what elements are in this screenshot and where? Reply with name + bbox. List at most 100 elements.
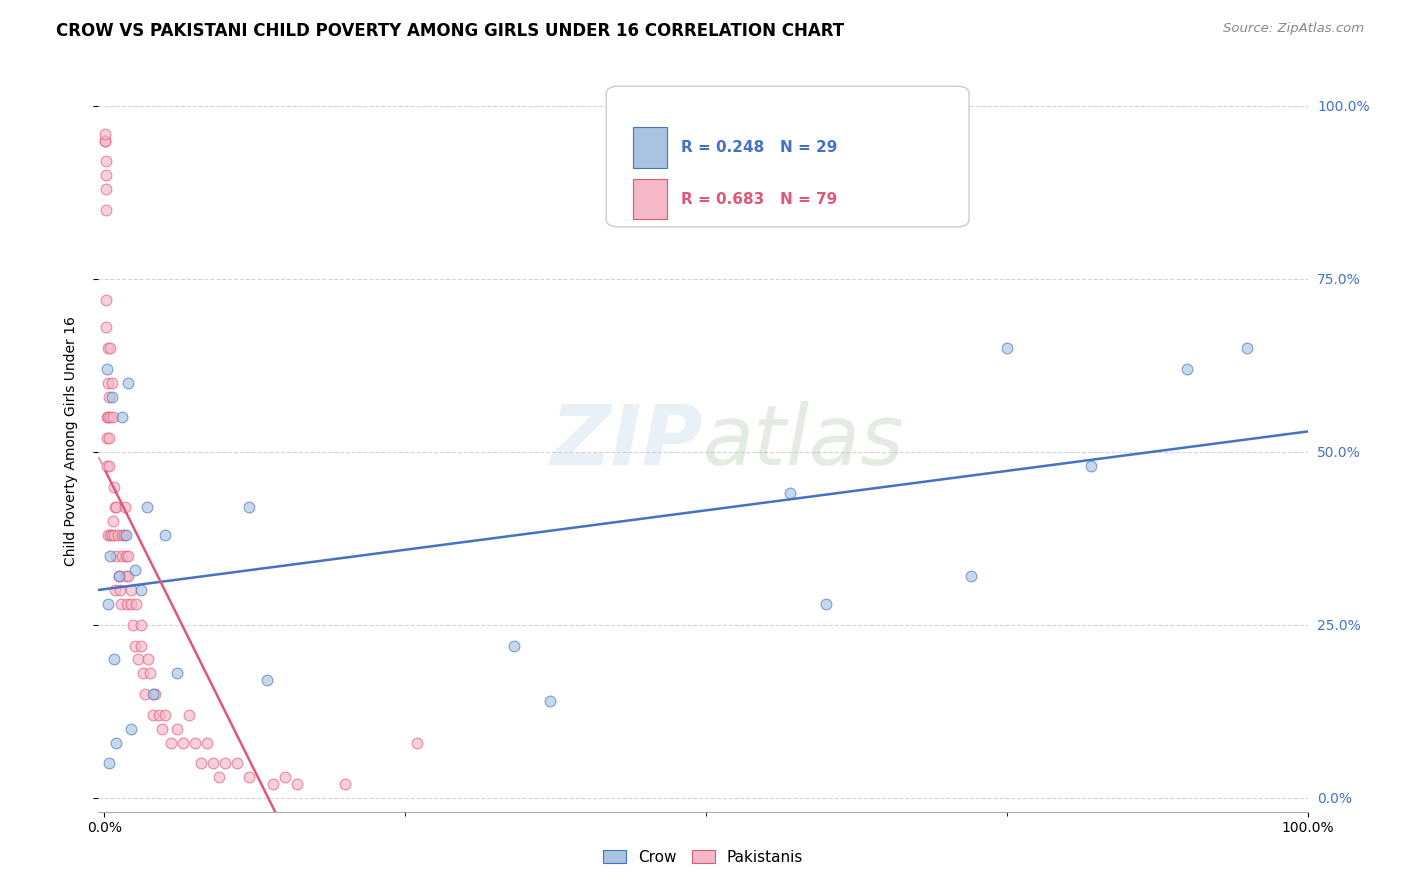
Point (150, 722, 173, 736)
Point (139, 666, 162, 681)
Point (94, 134, 117, 148)
Point (105, 500, 128, 515)
Point (94, 168, 117, 182)
Point (995, 341, 1018, 355)
Point (262, 777, 284, 791)
Point (115, 549, 138, 563)
Point (97, 597, 120, 611)
Point (94, 134, 117, 148)
Point (166, 666, 188, 681)
Point (201, 756, 224, 771)
Point (94, 154, 117, 169)
Point (129, 618, 152, 632)
Point (177, 707, 200, 722)
Point (98, 431, 121, 445)
Point (256, 673, 278, 688)
Point (105, 735, 128, 749)
Point (959, 569, 981, 583)
Point (117, 549, 139, 563)
Point (166, 722, 188, 736)
Point (100, 390, 122, 404)
Point (100, 376, 122, 390)
Point (100, 528, 122, 542)
Point (125, 597, 148, 611)
Point (103, 479, 125, 493)
Point (94, 182, 117, 196)
Text: R = 0.683   N = 79: R = 0.683 N = 79 (682, 192, 838, 207)
FancyBboxPatch shape (633, 127, 666, 168)
Y-axis label: Child Poverty Among Girls Under 16: Child Poverty Among Girls Under 16 (63, 317, 77, 566)
Point (96, 362, 118, 376)
Point (100, 549, 122, 563)
Point (132, 666, 155, 681)
Point (134, 687, 156, 701)
Point (111, 528, 134, 542)
Point (108, 569, 131, 583)
Point (111, 549, 134, 563)
Point (107, 528, 129, 542)
Point (98, 390, 121, 404)
Point (143, 687, 166, 701)
Point (120, 583, 142, 598)
Point (94, 127, 117, 141)
Text: CROW VS PAKISTANI CHILD POVERTY AMONG GIRLS UNDER 16 CORRELATION CHART: CROW VS PAKISTANI CHILD POVERTY AMONG GI… (56, 22, 845, 40)
Point (225, 756, 247, 771)
Point (135, 500, 157, 515)
Point (190, 756, 212, 771)
Point (117, 376, 139, 390)
Point (406, 735, 429, 749)
FancyBboxPatch shape (633, 178, 666, 219)
Point (97, 341, 120, 355)
Point (103, 528, 125, 542)
Point (153, 528, 176, 542)
Text: ZIP: ZIP (550, 401, 703, 482)
Point (127, 652, 149, 666)
Point (108, 569, 131, 583)
Text: Source: ZipAtlas.com: Source: ZipAtlas.com (1223, 22, 1364, 36)
Point (1236, 341, 1258, 355)
Point (779, 486, 801, 500)
Point (1080, 458, 1102, 473)
Point (104, 500, 127, 515)
Point (124, 639, 146, 653)
Point (111, 410, 134, 425)
Point (136, 652, 159, 666)
Point (96, 458, 118, 473)
Point (100, 528, 122, 542)
Point (214, 756, 236, 771)
Point (114, 500, 136, 515)
Point (97, 410, 120, 425)
Point (1175, 362, 1198, 376)
Legend: Crow, Pakistanis: Crow, Pakistanis (596, 844, 810, 871)
Point (96, 320, 118, 334)
Point (112, 528, 135, 542)
Point (104, 583, 127, 598)
Text: R = 0.248   N = 29: R = 0.248 N = 29 (682, 140, 838, 154)
FancyBboxPatch shape (606, 87, 969, 227)
Point (159, 735, 181, 749)
Point (124, 563, 146, 577)
Point (115, 569, 138, 583)
Point (98, 458, 121, 473)
Point (815, 597, 838, 611)
Point (97, 376, 120, 390)
Point (238, 500, 260, 515)
Point (108, 583, 131, 598)
Point (142, 687, 165, 701)
Point (153, 707, 176, 722)
Point (333, 777, 356, 791)
Point (101, 514, 124, 528)
Point (208, 770, 231, 784)
Point (142, 707, 165, 722)
Point (172, 735, 194, 749)
Point (285, 777, 308, 791)
Point (129, 639, 152, 653)
Point (129, 583, 152, 598)
Point (96, 410, 118, 425)
Point (115, 528, 138, 542)
Point (97, 528, 120, 542)
Point (110, 597, 132, 611)
Point (502, 639, 524, 653)
Point (195, 735, 218, 749)
Text: atlas: atlas (703, 401, 904, 482)
